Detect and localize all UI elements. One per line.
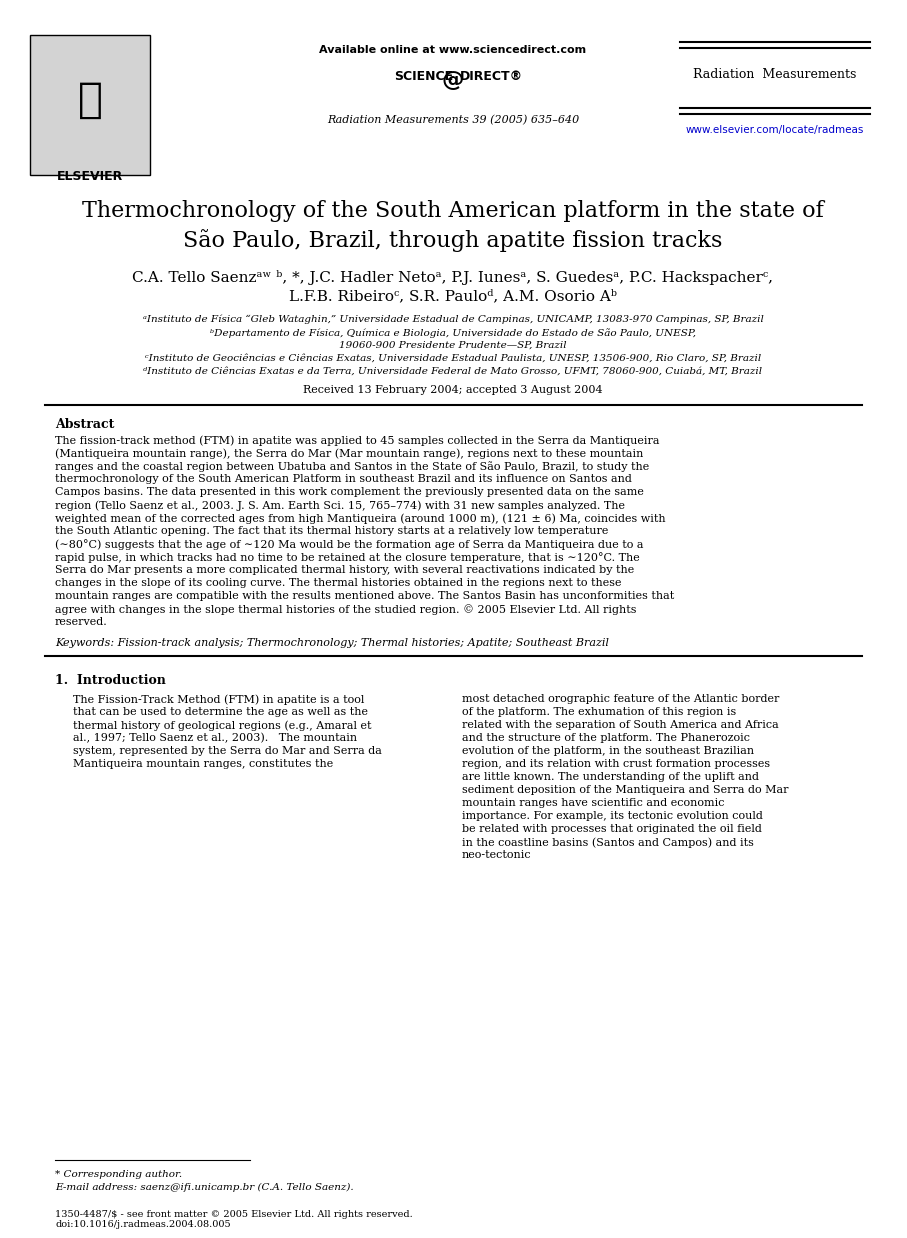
Text: 1.  Introduction: 1. Introduction xyxy=(55,673,166,687)
Text: Available online at www.sciencedirect.com: Available online at www.sciencedirect.co… xyxy=(319,45,587,54)
Text: C.A. Tello Saenzᵃʷ ᵇ, *, J.C. Hadler Netoᵃ, P.J. Iunesᵃ, S. Guedesᵃ, P.C. Hacksp: C.A. Tello Saenzᵃʷ ᵇ, *, J.C. Hadler Net… xyxy=(132,270,774,285)
Text: * Corresponding author.: * Corresponding author. xyxy=(55,1170,182,1179)
Text: The fission-track method (FTM) in apatite was applied to 45 samples collected in: The fission-track method (FTM) in apatit… xyxy=(55,435,659,446)
Text: www.elsevier.com/locate/radmeas: www.elsevier.com/locate/radmeas xyxy=(686,125,864,135)
Text: L.F.B. Ribeiroᶜ, S.R. Pauloᵈ, A.M. Osorio Aᵇ: L.F.B. Ribeiroᶜ, S.R. Pauloᵈ, A.M. Osori… xyxy=(289,288,617,303)
Text: ᶜInstituto de Geociências e Ciências Exatas, Universidade Estadual Paulista, UNE: ᶜInstituto de Geociências e Ciências Exa… xyxy=(145,354,761,363)
Text: Serra do Mar presents a more complicated thermal history, with several reactivat: Serra do Mar presents a more complicated… xyxy=(55,565,634,574)
Text: reserved.: reserved. xyxy=(55,617,108,626)
Text: system, represented by the Serra do Mar and Serra da: system, represented by the Serra do Mar … xyxy=(73,747,382,756)
Text: (∼80°C) suggests that the age of ∼120 Ma would be the formation age of Serra da : (∼80°C) suggests that the age of ∼120 Ma… xyxy=(55,539,643,550)
Text: E-mail address: saenz@ifi.unicamp.br (C.A. Tello Saenz).: E-mail address: saenz@ifi.unicamp.br (C.… xyxy=(55,1184,354,1192)
Text: Thermochronology of the South American platform in the state of
São Paulo, Brazi: Thermochronology of the South American p… xyxy=(83,201,824,253)
Text: in the coastline basins (Santos and Campos) and its: in the coastline basins (Santos and Camp… xyxy=(462,837,754,848)
Text: evolution of the platform, in the southeast Brazilian: evolution of the platform, in the southe… xyxy=(462,747,754,756)
Text: thermal history of geological regions (e.g., Amaral et: thermal history of geological regions (e… xyxy=(73,721,372,730)
Text: Received 13 February 2004; accepted 3 August 2004: Received 13 February 2004; accepted 3 Au… xyxy=(303,385,603,395)
Text: are little known. The understanding of the uplift and: are little known. The understanding of t… xyxy=(462,773,759,782)
Text: neo-tectonic: neo-tectonic xyxy=(462,851,532,860)
Text: al., 1997; Tello Saenz et al., 2003).   The mountain: al., 1997; Tello Saenz et al., 2003). Th… xyxy=(73,733,357,743)
Text: region (Tello Saenz et al., 2003. J. S. Am. Earth Sci. 15, 765–774) with 31 new : region (Tello Saenz et al., 2003. J. S. … xyxy=(55,500,625,510)
Text: Abstract: Abstract xyxy=(55,418,114,431)
Text: of the platform. The exhumation of this region is: of the platform. The exhumation of this … xyxy=(462,707,736,717)
Text: sediment deposition of the Mantiqueira and Serra do Mar: sediment deposition of the Mantiqueira a… xyxy=(462,785,788,795)
Text: The Fission-Track Method (FTM) in apatite is a tool: The Fission-Track Method (FTM) in apatit… xyxy=(73,695,365,704)
Text: ᵇDepartamento de Física, Química e Biologia, Universidade do Estado de São Paulo: ᵇDepartamento de Física, Química e Biolo… xyxy=(210,328,696,338)
Text: thermochronology of the South American Platform in southeast Brazil and its infl: thermochronology of the South American P… xyxy=(55,474,632,484)
Text: rapid pulse, in which tracks had no time to be retained at the closure temperatu: rapid pulse, in which tracks had no time… xyxy=(55,552,639,563)
Text: weighted mean of the corrected ages from high Mantiqueira (around 1000 m), (121 : weighted mean of the corrected ages from… xyxy=(55,513,666,524)
Text: region, and its relation with crust formation processes: region, and its relation with crust form… xyxy=(462,759,770,769)
Text: agree with changes in the slope thermal histories of the studied region. © 2005 : agree with changes in the slope thermal … xyxy=(55,604,637,615)
Text: that can be used to determine the age as well as the: that can be used to determine the age as… xyxy=(73,707,368,717)
Bar xyxy=(30,35,150,175)
Text: Campos basins. The data presented in this work complement the previously present: Campos basins. The data presented in thi… xyxy=(55,487,644,496)
Text: and the structure of the platform. The Phanerozoic: and the structure of the platform. The P… xyxy=(462,733,750,743)
Text: the South Atlantic opening. The fact that its thermal history starts at a relati: the South Atlantic opening. The fact tha… xyxy=(55,526,609,536)
Text: mountain ranges have scientific and economic: mountain ranges have scientific and econ… xyxy=(462,799,725,808)
Text: mountain ranges are compatible with the results mentioned above. The Santos Basi: mountain ranges are compatible with the … xyxy=(55,591,674,600)
Text: ranges and the coastal region between Ubatuba and Santos in the State of São Pau: ranges and the coastal region between Ub… xyxy=(55,461,649,472)
Text: importance. For example, its tectonic evolution could: importance. For example, its tectonic ev… xyxy=(462,811,763,821)
Text: 🌲: 🌲 xyxy=(77,79,102,121)
Text: @: @ xyxy=(442,71,464,90)
Text: Radiation Measurements 39 (2005) 635–640: Radiation Measurements 39 (2005) 635–640 xyxy=(327,115,580,125)
Text: 1350-4487/$ - see front matter © 2005 Elsevier Ltd. All rights reserved.
doi:10.: 1350-4487/$ - see front matter © 2005 El… xyxy=(55,1210,413,1229)
Text: Radiation  Measurements: Radiation Measurements xyxy=(693,68,857,80)
Text: most detached orographic feature of the Atlantic border: most detached orographic feature of the … xyxy=(462,695,779,704)
Text: ᵈInstituto de Ciências Exatas e da Terra, Universidade Federal de Mato Grosso, U: ᵈInstituto de Ciências Exatas e da Terra… xyxy=(143,366,763,376)
Text: related with the separation of South America and Africa: related with the separation of South Ame… xyxy=(462,721,779,730)
Text: Mantiqueira mountain ranges, constitutes the: Mantiqueira mountain ranges, constitutes… xyxy=(73,759,333,769)
Text: Keywords: Fission-track analysis; Thermochronology; Thermal histories; Apatite; : Keywords: Fission-track analysis; Thermo… xyxy=(55,638,609,647)
Text: be related with processes that originated the oil field: be related with processes that originate… xyxy=(462,825,762,834)
Text: SCIENCE: SCIENCE xyxy=(394,71,453,83)
Text: 19060-900 Presidente Prudente—SP, Brazil: 19060-900 Presidente Prudente—SP, Brazil xyxy=(339,340,567,350)
Text: DIRECT®: DIRECT® xyxy=(460,71,523,83)
Text: (Mantiqueira mountain range), the Serra do Mar (Mar mountain range), regions nex: (Mantiqueira mountain range), the Serra … xyxy=(55,448,643,458)
Text: ᵃInstituto de Física “Gleb Wataghin,” Universidade Estadual de Campinas, UNICAMP: ᵃInstituto de Física “Gleb Wataghin,” Un… xyxy=(142,314,764,324)
Text: changes in the slope of its cooling curve. The thermal histories obtained in the: changes in the slope of its cooling curv… xyxy=(55,578,621,588)
Text: ELSEVIER: ELSEVIER xyxy=(57,170,123,183)
